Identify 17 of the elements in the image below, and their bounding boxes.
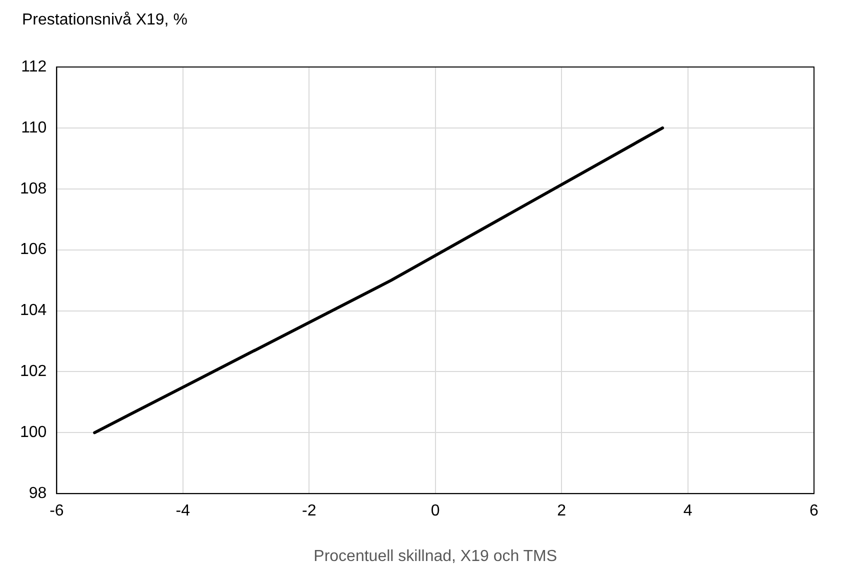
y-tick-label: 112 — [21, 58, 47, 76]
y-tick-label: 106 — [20, 241, 47, 258]
x-tick-label: 4 — [683, 502, 692, 520]
y-tick-label: 108 — [20, 180, 47, 198]
y-tick-label: 100 — [20, 424, 47, 442]
y-tick-label: 102 — [20, 363, 47, 380]
x-axis-title: Procentuell skillnad, X19 och TMS — [314, 548, 558, 565]
x-tick-label: 2 — [557, 502, 566, 520]
y-tick-label: 110 — [21, 119, 47, 136]
y-tick-label: 104 — [20, 302, 47, 320]
y-axis-title: Prestationsnivå X19, % — [22, 11, 188, 28]
x-tick-label: 0 — [430, 502, 440, 520]
x-tick-label: 6 — [810, 502, 819, 520]
x-tick-label: -6 — [50, 502, 64, 520]
x-tick-label: -4 — [176, 502, 190, 520]
y-tick-label: 98 — [28, 485, 47, 502]
x-tick-label: -2 — [302, 502, 316, 520]
